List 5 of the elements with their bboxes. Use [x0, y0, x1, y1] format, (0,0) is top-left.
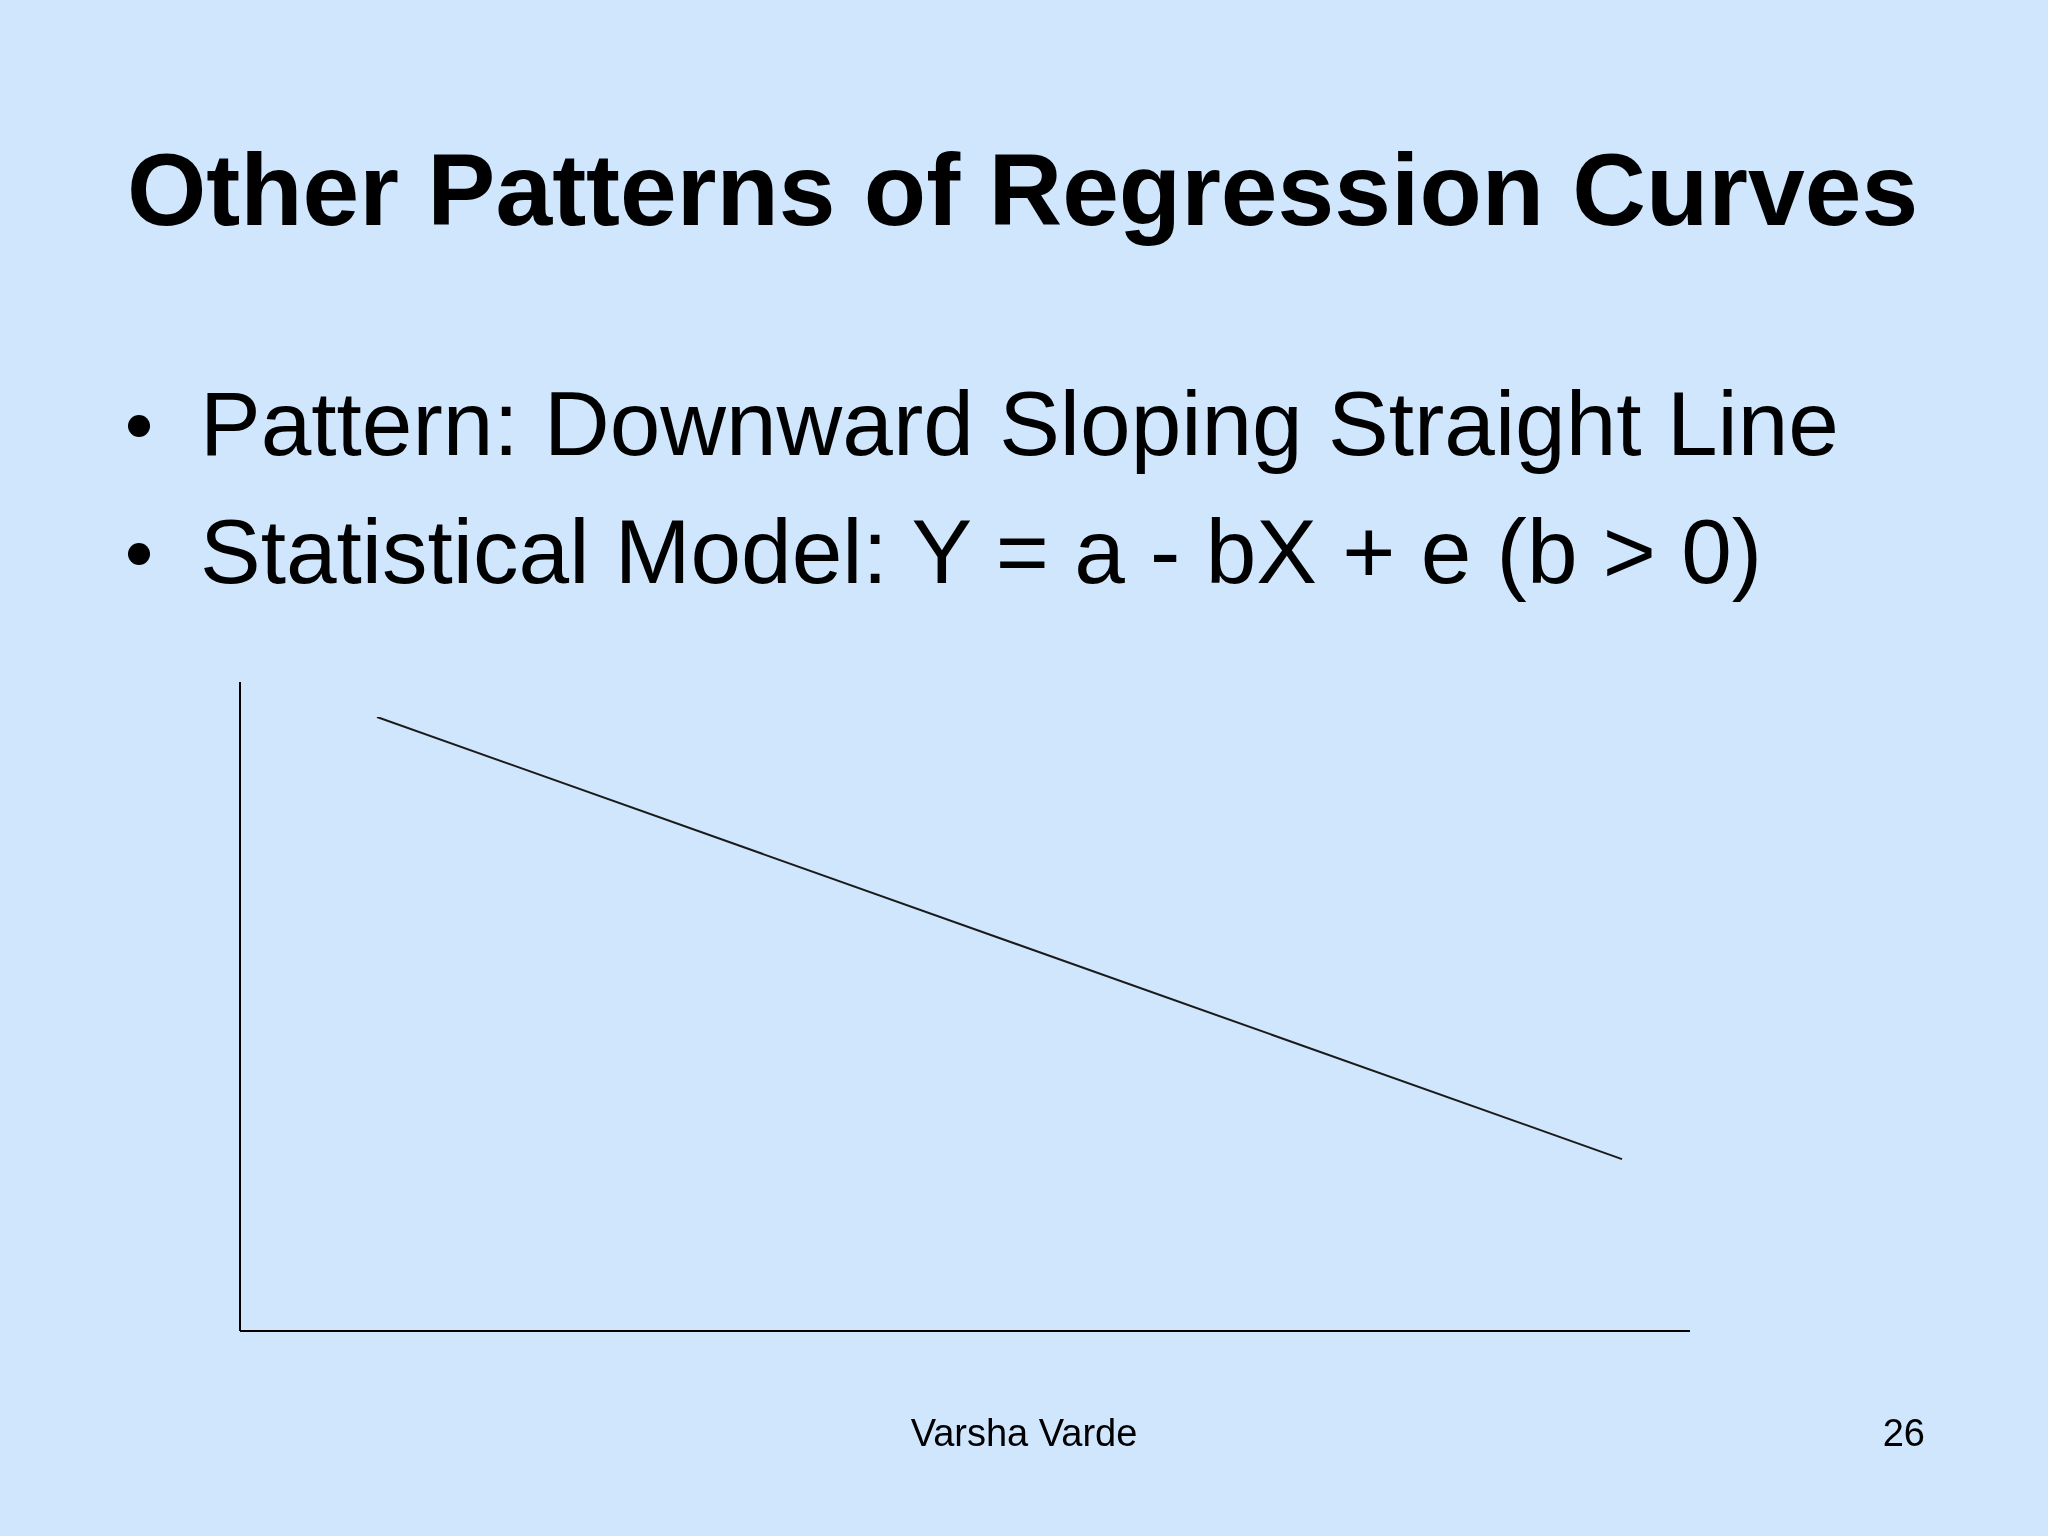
text: 26 [1882, 1412, 1925, 1455]
text: Varsha Varde [910, 1412, 1138, 1454]
text: Statistical Model: Y = a - bX + e (b > 0) [200, 500, 1763, 604]
chart-title: Other Patterns of Regression Curves [127, 132, 1919, 249]
text: Pattern: Downward Sloping Straight Line [200, 372, 1839, 476]
